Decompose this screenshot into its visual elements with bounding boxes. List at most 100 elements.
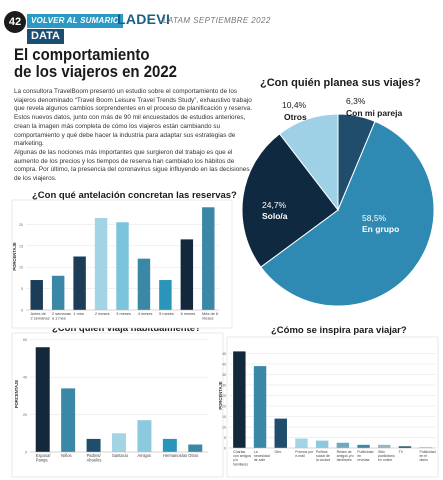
x-tick-label-2: Otro [275, 450, 282, 454]
y-tick-label-1: 5 [224, 436, 226, 440]
x-tick-label-3: Santacio [112, 453, 129, 458]
pie-value-label-3: 10,4% [282, 100, 307, 110]
bar-4 [315, 440, 329, 448]
bar-1 [61, 388, 76, 452]
x-tick-label-3: Promos por e-mail [295, 450, 314, 458]
pie-slice-2 [241, 133, 339, 268]
x-tick-label-1: 2 semanas a 1 mes [52, 311, 71, 321]
pie-value-label-2: 24,7% [262, 200, 287, 210]
x-tick-label-2: 1 mes [73, 311, 84, 316]
y-tick-label-1: 20 [23, 413, 27, 417]
bar-5 [137, 258, 151, 310]
y-tick-label-6: 30 [222, 384, 226, 388]
x-tick-label-6: Publicidad en revistas [357, 450, 373, 462]
bar-5 [336, 442, 350, 448]
pie-slice-3 [278, 113, 339, 212]
pie-value-label-0: 6,3% [346, 96, 366, 106]
y-tick-label-1: 5 [21, 287, 23, 291]
y-tick-label-4: 20 [19, 223, 23, 227]
bar-2 [86, 438, 101, 452]
x-tick-label-5: Hermanos/as [163, 453, 187, 458]
x-tick-label-0: Charlas con amigos y/o familiares [233, 450, 251, 466]
x-tick-label-6: Otros [188, 453, 198, 458]
pie-slice-1 [260, 120, 435, 307]
brand-logo: LADEVI [117, 11, 171, 27]
x-tick-label-3: 2 meses [95, 311, 110, 316]
bar-9 [419, 446, 432, 448]
x-tick-label-6: 5 meses [159, 311, 174, 316]
x-tick-label-5: 4 meses [138, 311, 153, 316]
bar-6 [357, 444, 370, 448]
section-badge: DATA [27, 29, 64, 44]
back-to-contents-link[interactable]: VOLVER AL SUMARIO [27, 14, 124, 28]
x-tick-label-8: Más de 6 meses [202, 311, 218, 321]
pie-category-label-0: Con mi pareja [346, 108, 402, 118]
intro-text: La consultora TravelBoom presentó un est… [14, 88, 255, 184]
x-tick-label-4: 3 meses [116, 311, 131, 316]
y-tick-label-2: 10 [222, 426, 226, 430]
inspiration-chart-title: ¿Cómo se inspira para viajar? [271, 325, 407, 336]
x-tick-label-0: Esposa/Pareja [36, 453, 52, 463]
x-tick-label-9: Publicidad en el diario [419, 450, 435, 462]
paragraph-1: La consultora TravelBoom presentó un est… [14, 88, 253, 148]
pie-category-label-3: Otros [284, 112, 307, 122]
y-axis-label: PORCENTAJE [12, 242, 17, 271]
bar-2 [73, 256, 86, 310]
x-tick-label-7: 6 meses [181, 311, 196, 316]
page-title: El comportamiento de los viajeros en 202… [14, 46, 216, 80]
x-tick-label-4: Amigos [137, 453, 151, 458]
bar-5 [162, 438, 177, 452]
y-tick-label-0: 0 [25, 451, 27, 455]
x-tick-label-2: Padres/Abuelos [87, 453, 102, 463]
y-tick-label-4: 20 [222, 405, 226, 409]
x-tick-label-7: Sitio publicitario en online [378, 450, 395, 462]
x-tick-label-0: Antes de 2 semanas [31, 311, 50, 321]
x-tick-label-1: Niños [61, 453, 71, 458]
pie-category-label-1: En grupo [362, 224, 399, 234]
bar-3 [295, 438, 308, 448]
x-tick-label-5: Redes de amigos y/o familiares [337, 450, 354, 462]
title-line-1: El comportamiento [14, 45, 150, 64]
title-line-2: de los viajeros en 2022 [14, 62, 177, 81]
y-tick-label-2: 40 [23, 376, 27, 380]
bar-0 [233, 351, 246, 448]
issue-label: LATAM SEPTIEMBRE 2022 [163, 16, 271, 25]
y-tick-label-9: 45 [222, 352, 226, 356]
y-tick-label-3: 15 [19, 244, 23, 248]
companions-chart-title: ¿Con quién viaja habitualmente? [52, 323, 201, 334]
bar-7 [378, 444, 391, 448]
bar-8 [202, 207, 215, 310]
pie-value-label-1: 58,5% [362, 213, 387, 223]
y-tick-label-7: 35 [222, 373, 226, 377]
y-tick-label-0: 0 [21, 309, 23, 313]
pie-chart-title: ¿Con quién planea sus viajes? [260, 77, 421, 89]
bar-6 [159, 280, 172, 310]
bar-4 [116, 222, 129, 310]
bar-4 [137, 420, 152, 452]
bar-6 [188, 444, 203, 452]
paragraph-2: Algunas de las nociones más importantes … [14, 148, 250, 183]
x-tick-label-8: TV [399, 450, 404, 454]
y-axis-label: PORCENTAJE [14, 380, 19, 409]
y-tick-label-8: 40 [222, 363, 226, 367]
y-tick-label-3: 15 [222, 415, 226, 419]
bar-1 [51, 275, 65, 310]
bar-3 [94, 217, 108, 310]
page-number: 42 [4, 11, 26, 33]
bar-0 [35, 347, 50, 452]
bar-3 [112, 433, 126, 452]
y-tick-label-5: 25 [222, 394, 226, 398]
x-tick-label-4: Política social de la ciudad [316, 450, 330, 462]
y-tick-label-2: 10 [19, 266, 23, 270]
bar-8 [398, 446, 412, 448]
bar-7 [180, 239, 194, 310]
advance-chart-title: ¿Con qué antelación concretan las reserv… [32, 190, 237, 201]
bar-0 [30, 280, 43, 310]
bar-2 [274, 418, 287, 448]
y-axis-label: PORCENTAJE [218, 381, 223, 410]
bar-1 [253, 366, 267, 448]
